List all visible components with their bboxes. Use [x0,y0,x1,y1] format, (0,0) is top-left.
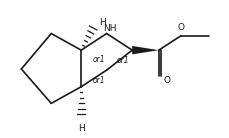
Text: or1: or1 [92,55,104,63]
Text: O: O [177,23,184,32]
Text: H: H [77,124,84,133]
Text: H: H [98,18,105,27]
Text: NH: NH [103,24,116,33]
Polygon shape [132,46,158,54]
Text: O: O [162,76,169,85]
Text: or1: or1 [116,56,129,65]
Text: or1: or1 [92,76,104,85]
